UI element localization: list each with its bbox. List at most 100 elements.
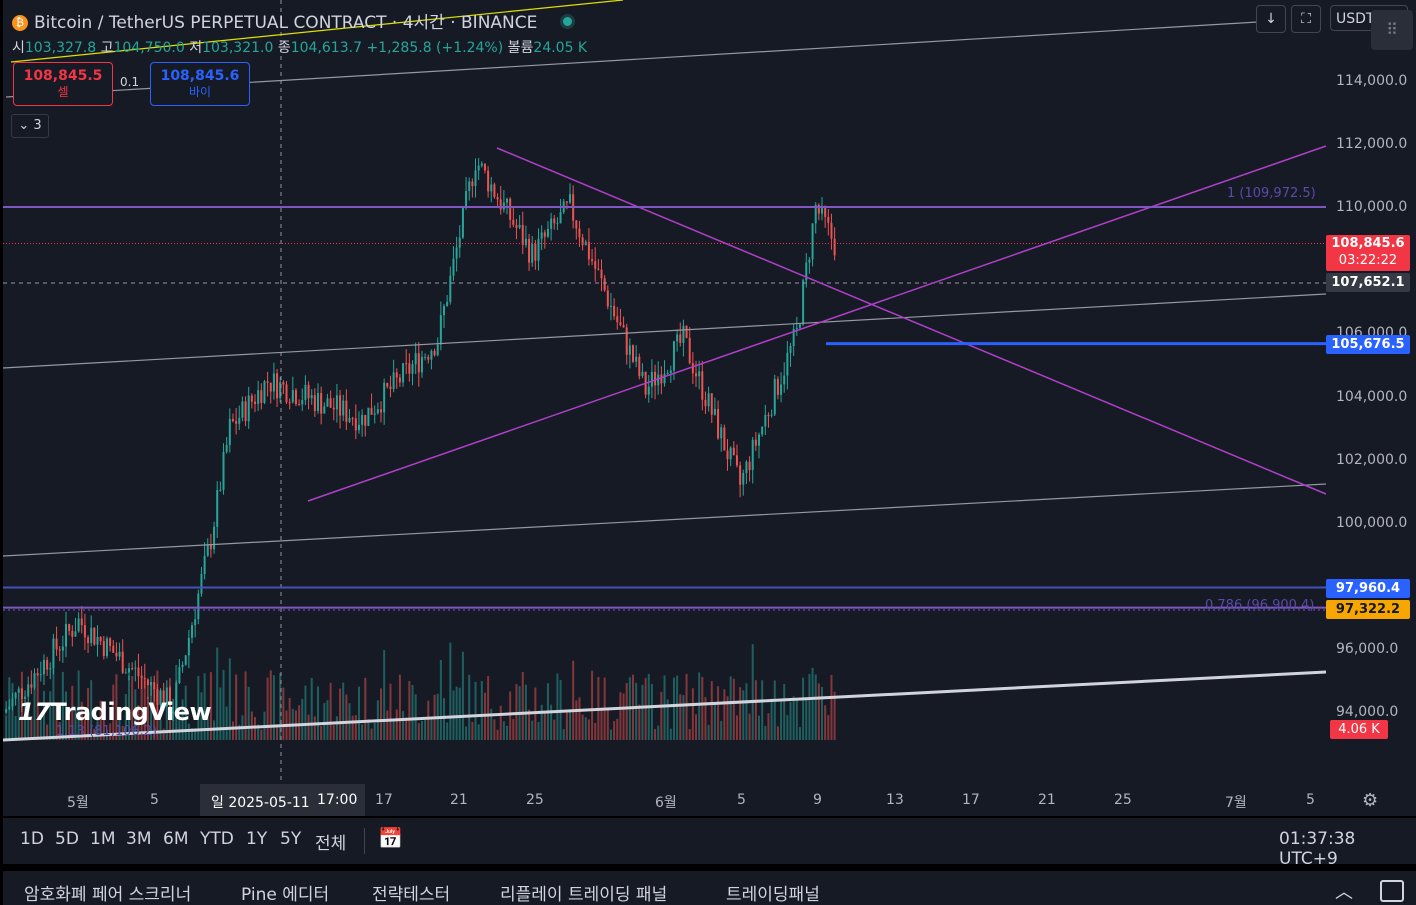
volume-bar [140,675,143,740]
candle-body [597,268,600,270]
volume-bar [307,714,310,740]
candle-body [638,356,641,377]
candle-body [250,395,253,402]
candle-body [282,382,285,385]
candle-body [30,684,33,688]
price-chart-canvas[interactable] [3,0,1416,816]
candle-body [80,618,83,626]
volume-bar [773,680,776,740]
range-5d-button[interactable]: 5D [55,829,79,849]
volume-bar [584,717,587,740]
utc-clock[interactable]: 01:37:38 UTC+9 [1279,829,1356,869]
range-1y-button[interactable]: 1Y [246,829,268,849]
range-5y-button[interactable]: 5Y [280,829,302,849]
candle-body [789,345,792,353]
candle-body [392,372,395,389]
range-3m-button[interactable]: 3M [126,829,152,849]
range-ytd-button[interactable]: YTD [200,829,234,849]
volume-bar [594,722,597,740]
volume-bar [247,686,250,740]
settings-gear-icon[interactable]: ⚙ [1362,790,1379,811]
indicators-collapse-button[interactable]: ⌄ 3 [11,114,49,138]
candle-body [443,305,446,316]
tab-pine-editor[interactable]: Pine 에디터 [241,885,330,905]
volume-bar [553,719,556,740]
tab-trading-panel[interactable]: 트레이딩패널 [726,885,820,905]
range-6m-button[interactable]: 6M [163,829,189,849]
chevron-up-icon[interactable]: ︿ [1335,882,1353,903]
symbol-title[interactable]: ₿ Bitcoin / TetherUS PERPETUAL CONTRACT ·… [12,8,573,33]
candle-body [77,618,80,632]
range-1d-button[interactable]: 1D [20,829,44,849]
volume-bar [477,724,480,740]
maximize-panel-icon[interactable] [1380,880,1404,902]
candle-body [521,224,524,245]
volume-bar [471,721,474,740]
candle-body [493,184,496,198]
tradingview-logo[interactable]: 17TradingView [18,698,212,726]
chart-pane[interactable] [3,0,1416,816]
candle-body [531,244,534,263]
candle-body [742,472,745,485]
volume-bar [666,699,669,740]
candle-body [524,238,527,245]
volume-bar [165,706,168,740]
volume-bar [329,682,332,740]
candle-body [301,400,304,405]
volume-bar [600,709,603,740]
candle-body [99,636,102,642]
candle-body [329,398,332,408]
scroll-down-button[interactable]: ↓ [1256,5,1286,33]
candle-body [603,278,606,291]
divider [364,828,365,854]
sell-label: 셀 [57,85,69,99]
date-range-calendar-icon[interactable]: 📅 [378,826,403,850]
candle-body [266,381,269,383]
open-label: 시 [12,40,25,56]
candle-body [83,625,86,638]
time-label: 21 [450,792,468,808]
volume-bar [228,658,231,740]
volume-bar [96,721,99,740]
volume-bar [298,705,301,740]
volume-bar [443,698,446,740]
buy-button[interactable]: 108,845.6 바이 [150,62,250,106]
sell-button[interactable]: 108,845.5 셀 [13,62,113,106]
time-label: 25 [526,792,544,808]
candle-body [802,280,805,325]
volume-bar [461,651,464,740]
fullscreen-button[interactable]: ⛶ [1291,5,1321,33]
tab-strategy-tester[interactable]: 전략테스터 [372,885,451,905]
volume-bar [411,684,414,740]
drag-handle[interactable]: ⠿ [1371,10,1413,50]
volume-bar [405,717,408,740]
candle-body [345,400,348,422]
candle-body [805,262,808,281]
range-all-button[interactable]: 전체 [315,834,347,854]
candle-body [713,408,716,415]
candle-body [622,325,625,328]
volume-bar [698,672,701,740]
range-1m-button[interactable]: 1M [90,829,116,849]
volume-bar [30,716,33,740]
tab-replay-trading[interactable]: 리플레이 트레이딩 패널 [500,885,668,905]
volume-bar [496,729,499,740]
volume-bar [282,687,285,740]
volume-bar [320,725,323,740]
candle-body [613,305,616,317]
candle-body [430,350,433,360]
candle-body [685,325,688,338]
candle-body [672,341,675,371]
buy-price: 108,845.6 [160,68,240,84]
volume-bar [238,724,241,740]
tab-crypto-screener[interactable]: 암호화폐 페어 스크리너 [24,885,192,905]
candle-body [257,390,260,404]
volume-bar [625,683,628,740]
volume-bar [745,683,748,740]
candle-body [688,337,691,364]
candle-body [405,363,408,365]
volume-bar [153,686,156,740]
volume-bar [244,671,247,740]
volume-bar [146,696,149,740]
volume-bar [65,691,68,740]
